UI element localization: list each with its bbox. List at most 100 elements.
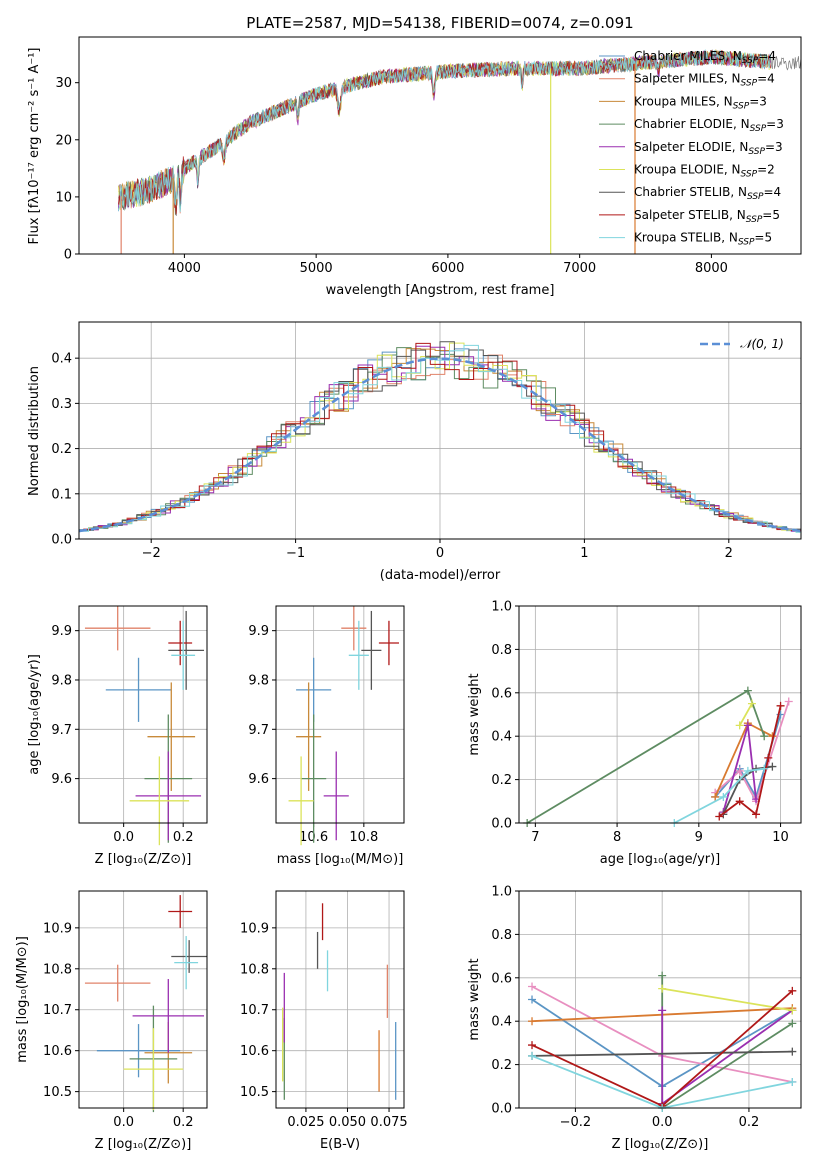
weight-series-line [531, 1050, 793, 1057]
x-tick-label: 0 [436, 546, 444, 561]
y-tick-label: 10.6 [240, 1044, 269, 1059]
y-tick-label: 10.9 [43, 921, 72, 936]
y-tick-label: 0.6 [491, 686, 512, 701]
y-tick-label: 0.2 [51, 442, 72, 457]
residuals-panel: −2 −1 0 1 2 0.0 0.1 0.2 0.3 0.4 𝒩(0, 1) (data-mod… [27, 321, 802, 583]
x-axis-label: age [log₁₀(age/yr)] [600, 852, 721, 867]
weight-marker [711, 792, 720, 801]
spectrum-xlabel: wavelength [Angstrom, rest frame] [326, 283, 555, 298]
weight-marker [788, 1006, 797, 1015]
errorbar-point [361, 610, 382, 690]
x-tick-label: 2 [725, 546, 733, 561]
weight-series-line [714, 701, 790, 804]
weight-marker [760, 732, 769, 741]
residual-histogram [79, 342, 801, 533]
errorbar-point [378, 620, 399, 666]
x-tick-label: 1 [580, 546, 588, 561]
x-tick-label: 0.2 [739, 1115, 760, 1130]
x-tick-label: 7000 [563, 261, 596, 276]
y-tick-label: 10.7 [43, 1003, 72, 1018]
y-tick-label: 1.0 [491, 600, 512, 615]
y-tick-label: 10.9 [240, 921, 269, 936]
axes-frame [518, 890, 802, 1109]
residual-histogram [79, 348, 801, 532]
x-tick-label: 10.8 [349, 830, 378, 845]
x-tick-label: 7 [531, 830, 539, 845]
weight-series-line [718, 705, 782, 818]
x-tick-label: 0.0 [652, 1115, 673, 1130]
errorbar-point [168, 610, 205, 690]
y-axis-label: mass weight [467, 673, 482, 755]
y-tick-label: 0.4 [491, 730, 512, 745]
x-axis-label: E(B-V) [320, 1137, 360, 1152]
y-tick-label: 0.8 [491, 643, 512, 658]
weight-series [735, 699, 756, 730]
weight-marker [788, 1047, 797, 1056]
spectrum-lines [118, 48, 801, 254]
mass-vs-metallicity-panel: 0.0 0.2 10.5 10.6 10.7 10.8 10.9 Z [log₁₀(Z/Z⊙)… [15, 890, 208, 1152]
y-tick-label: 0 [64, 248, 72, 263]
x-tick-label: −2 [142, 546, 161, 561]
figure-title: PLATE=2587, MJD=54138, FIBERID=0074, z=0… [246, 14, 633, 32]
weight-marker [752, 810, 761, 819]
y-tick-label: 0.3 [51, 397, 72, 412]
residual-histogram [79, 342, 801, 532]
weight-marker [788, 1019, 797, 1028]
weight-marker [658, 1006, 667, 1015]
x-axis-label: Z [log₁₀(Z/Z⊙)] [95, 852, 192, 867]
weight-marker [658, 971, 667, 980]
weight-series [523, 686, 769, 827]
x-tick-label: −0.2 [560, 1115, 592, 1130]
axes-frame [78, 890, 208, 1109]
errorbar-point [288, 756, 314, 846]
weight-marker [764, 753, 773, 762]
legend-label: Kroupa MILES, NSSP=3 [634, 94, 767, 111]
errorbar-point [348, 620, 369, 690]
x-tick-label: 0.0 [113, 830, 134, 845]
x-tick-label: 6000 [431, 261, 464, 276]
weight-marker [735, 797, 744, 806]
weight-series-line [673, 767, 765, 824]
y-tick-label: 0.0 [491, 817, 512, 832]
x-tick-label: 10 [772, 830, 789, 845]
legend-label: Chabrier ELODIE, NSSP=3 [634, 117, 784, 134]
weight-series-line [738, 703, 753, 726]
weight-series-line [662, 987, 793, 1012]
y-tick-label: 0.6 [491, 971, 512, 986]
spectrum-axes-frame [78, 36, 802, 255]
y-axis-label: mass weight [467, 958, 482, 1040]
y-tick-label: 0.2 [491, 773, 512, 788]
x-tick-label: 0.2 [173, 830, 194, 845]
y-axis-label: age [log₁₀(age/yr)] [27, 654, 42, 775]
y-tick-label: 9.9 [248, 624, 269, 639]
spectrum-panel: 4000 5000 6000 7000 8000 0 10 20 30 Chabrier MIL… [27, 36, 802, 298]
weight-marker [658, 984, 667, 993]
x-tick-label: 0.050 [329, 1115, 366, 1130]
y-tick-label: 10 [55, 190, 72, 205]
weight-marker [715, 812, 724, 821]
residuals-legend-label: 𝒩(0, 1) [740, 337, 784, 351]
y-tick-label: 9.8 [51, 673, 72, 688]
x-tick-label: 0.0 [113, 1115, 134, 1130]
errorbar-point [341, 606, 367, 651]
errorbar-point [168, 895, 193, 928]
weight-vs-age-panel: 7 8 9 10 0.0 0.2 0.4 0.6 0.8 1.0 age [log₁₀(age/yr… [467, 600, 802, 867]
y-tick-label: 0.0 [51, 533, 72, 548]
weight-marker [528, 1017, 537, 1026]
x-tick-label: 4000 [168, 261, 201, 276]
gaussian-reference-curve [78, 357, 802, 533]
errorbar-point [301, 714, 327, 843]
residuals-xlabel: (data-model)/error [380, 568, 501, 583]
x-axis-label: mass [log₁₀(M/M⊙)] [277, 852, 404, 867]
y-tick-label: 10.5 [240, 1085, 269, 1100]
errorbar-point [105, 657, 172, 722]
residual-histogram [79, 345, 801, 532]
weight-marker [735, 766, 744, 775]
weight-series [658, 984, 797, 1015]
legend-label: Kroupa ELODIE, NSSP=2 [634, 163, 775, 180]
axes-frame [275, 605, 405, 824]
x-tick-label: 0.2 [173, 1115, 194, 1130]
weight-marker [747, 699, 756, 708]
weight-marker [743, 766, 752, 775]
